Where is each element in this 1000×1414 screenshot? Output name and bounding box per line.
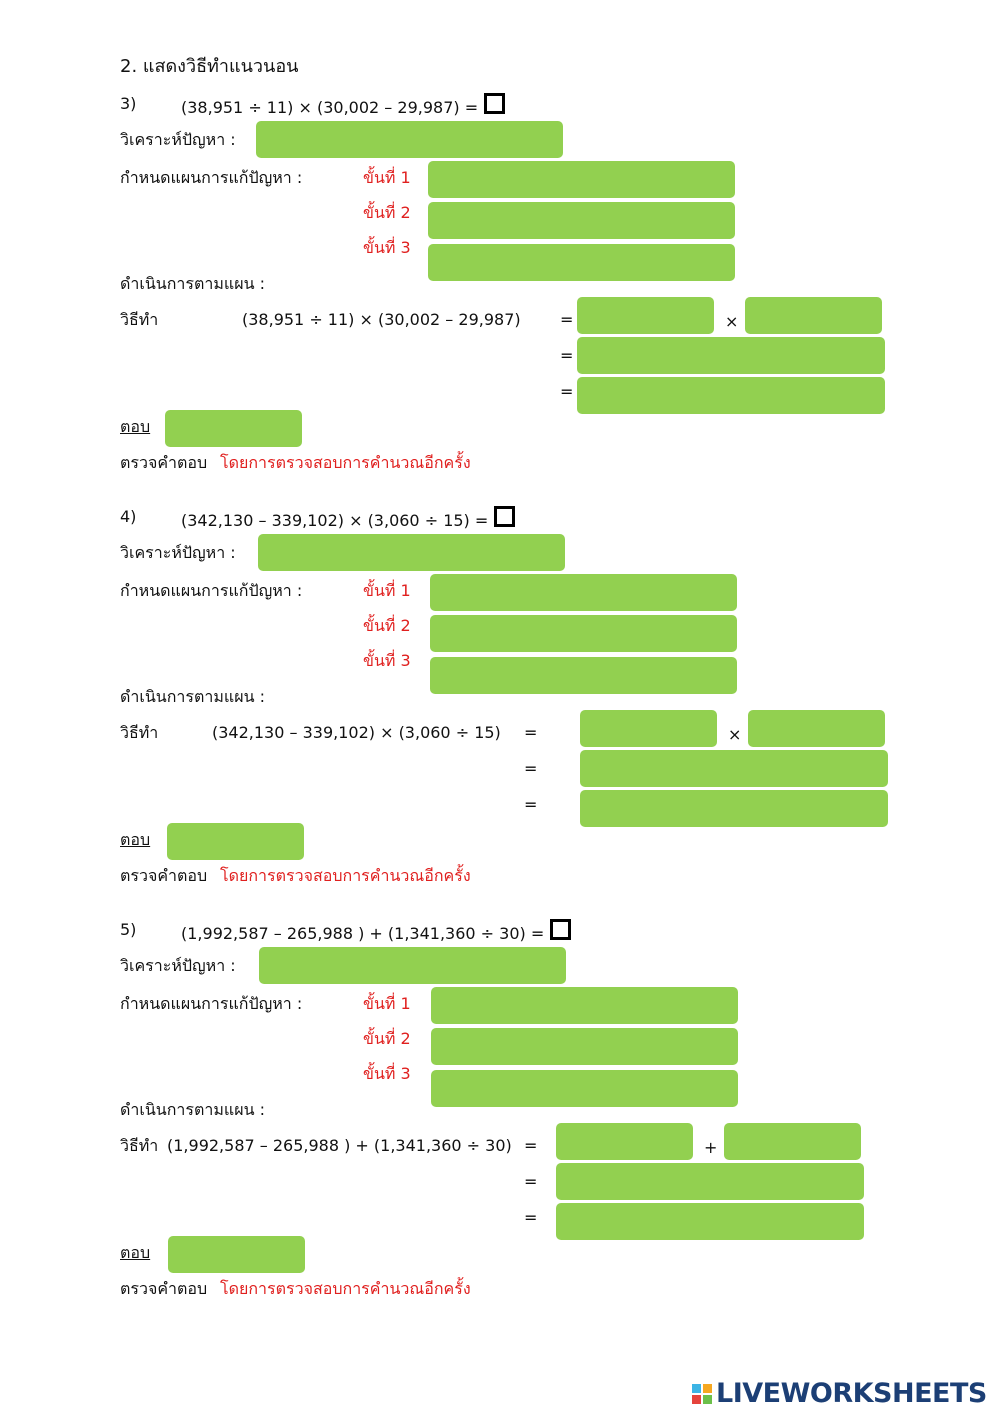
step-label: ขั้นที่ 2 xyxy=(363,616,411,635)
plan-label: กำหนดแผนการแก้ปัญหา : xyxy=(120,168,303,187)
check-label: ตรวจคำตอบ xyxy=(120,1279,208,1298)
answer-label: ตอบ xyxy=(120,830,151,849)
equals-sign: = xyxy=(524,759,538,778)
analyze-label: วิเคราะห์ปัญหา : xyxy=(120,956,236,975)
equals-sign: = xyxy=(560,382,574,401)
answer-square xyxy=(484,93,506,114)
step-input[interactable] xyxy=(431,1070,738,1107)
equals-sign: = xyxy=(524,1208,538,1227)
method-label: วิธีทำ xyxy=(120,310,159,329)
step-label: ขั้นที่ 3 xyxy=(363,651,411,670)
method-expression: (38,951 ÷ 11) × (30,002 – 29,987) xyxy=(242,310,521,329)
step-label: ขั้นที่ 2 xyxy=(363,1029,411,1048)
problem-expression: (1,992,587 – 265,988 ) + (1,341,360 ÷ 30… xyxy=(181,919,572,945)
answer-input[interactable] xyxy=(165,410,302,447)
check-note: โดยการตรวจสอบการคำนวณอีกครั้ง xyxy=(220,453,471,472)
equals-sign: = xyxy=(524,795,538,814)
execute-label: ดำเนินการตามแผน : xyxy=(120,687,266,706)
check-label: ตรวจคำตอบ xyxy=(120,866,208,885)
heading: 2. แสดงวิธีทำแนวนอน xyxy=(120,56,299,77)
brand: LIVEWORKSHEETS xyxy=(716,1378,987,1409)
check-note: โดยการตรวจสอบการคำนวณอีกครั้ง xyxy=(220,866,471,885)
equals-sign: = xyxy=(524,1172,538,1191)
plan-label: กำหนดแผนการแก้ปัญหา : xyxy=(120,994,303,1013)
check-note: โดยการตรวจสอบการคำนวณอีกครั้ง xyxy=(220,1279,471,1298)
step-input[interactable] xyxy=(431,987,738,1024)
method-input[interactable] xyxy=(577,297,714,334)
execute-label: ดำเนินการตามแผน : xyxy=(120,274,266,293)
check-label: ตรวจคำตอบ xyxy=(120,453,208,472)
step-input[interactable] xyxy=(430,574,737,611)
step-input[interactable] xyxy=(428,244,735,281)
step-input[interactable] xyxy=(431,1028,738,1065)
operator: × xyxy=(725,312,739,331)
problem-number: 5) xyxy=(120,920,137,939)
execute-label: ดำเนินการตามแผน : xyxy=(120,1100,266,1119)
step-label: ขั้นที่ 3 xyxy=(363,1064,411,1083)
logo-icon xyxy=(692,1383,712,1404)
method-input[interactable] xyxy=(580,750,888,787)
method-expression: (342,130 – 339,102) × (3,060 ÷ 15) xyxy=(212,723,501,742)
analyze-input[interactable] xyxy=(256,121,563,158)
equals-sign: = xyxy=(524,1136,538,1155)
method-input[interactable] xyxy=(556,1163,864,1200)
method-input[interactable] xyxy=(577,337,885,374)
answer-square xyxy=(550,919,572,940)
method-input[interactable] xyxy=(580,790,888,827)
answer-square xyxy=(494,506,516,527)
step-label: ขั้นที่ 3 xyxy=(363,238,411,257)
step-input[interactable] xyxy=(430,657,737,694)
answer-input[interactable] xyxy=(168,1236,305,1273)
step-label: ขั้นที่ 1 xyxy=(363,581,411,600)
equals-sign: = xyxy=(560,310,574,329)
problem-expression: (342,130 – 339,102) × (3,060 ÷ 15) = xyxy=(181,506,516,532)
operator: × xyxy=(728,725,742,744)
plan-label: กำหนดแผนการแก้ปัญหา : xyxy=(120,581,303,600)
method-input[interactable] xyxy=(577,377,885,414)
equals-sign: = xyxy=(524,723,538,742)
answer-input[interactable] xyxy=(167,823,304,860)
method-input[interactable] xyxy=(748,710,885,747)
method-input[interactable] xyxy=(556,1123,693,1160)
analyze-input[interactable] xyxy=(258,534,565,571)
method-expression: (1,992,587 – 265,988 ) + (1,341,360 ÷ 30… xyxy=(167,1136,512,1155)
problem-number: 4) xyxy=(120,507,137,526)
problem-number: 3) xyxy=(120,94,137,113)
step-input[interactable] xyxy=(430,615,737,652)
method-label: วิธีทำ xyxy=(120,723,159,742)
method-label: วิธีทำ xyxy=(120,1136,159,1155)
answer-label: ตอบ xyxy=(120,1243,151,1262)
analyze-input[interactable] xyxy=(259,947,566,984)
step-label: ขั้นที่ 1 xyxy=(363,168,411,187)
method-input[interactable] xyxy=(580,710,717,747)
step-input[interactable] xyxy=(428,161,735,198)
step-label: ขั้นที่ 2 xyxy=(363,203,411,222)
problem-expression: (38,951 ÷ 11) × (30,002 – 29,987) = xyxy=(181,93,506,119)
answer-label: ตอบ xyxy=(120,417,151,436)
method-input[interactable] xyxy=(724,1123,861,1160)
operator: + xyxy=(704,1138,718,1157)
method-input[interactable] xyxy=(745,297,882,334)
step-input[interactable] xyxy=(428,202,735,239)
method-input[interactable] xyxy=(556,1203,864,1240)
analyze-label: วิเคราะห์ปัญหา : xyxy=(120,543,236,562)
step-label: ขั้นที่ 1 xyxy=(363,994,411,1013)
equals-sign: = xyxy=(560,346,574,365)
footer: LIVEWORKSHEETS xyxy=(692,1378,987,1409)
analyze-label: วิเคราะห์ปัญหา : xyxy=(120,130,236,149)
